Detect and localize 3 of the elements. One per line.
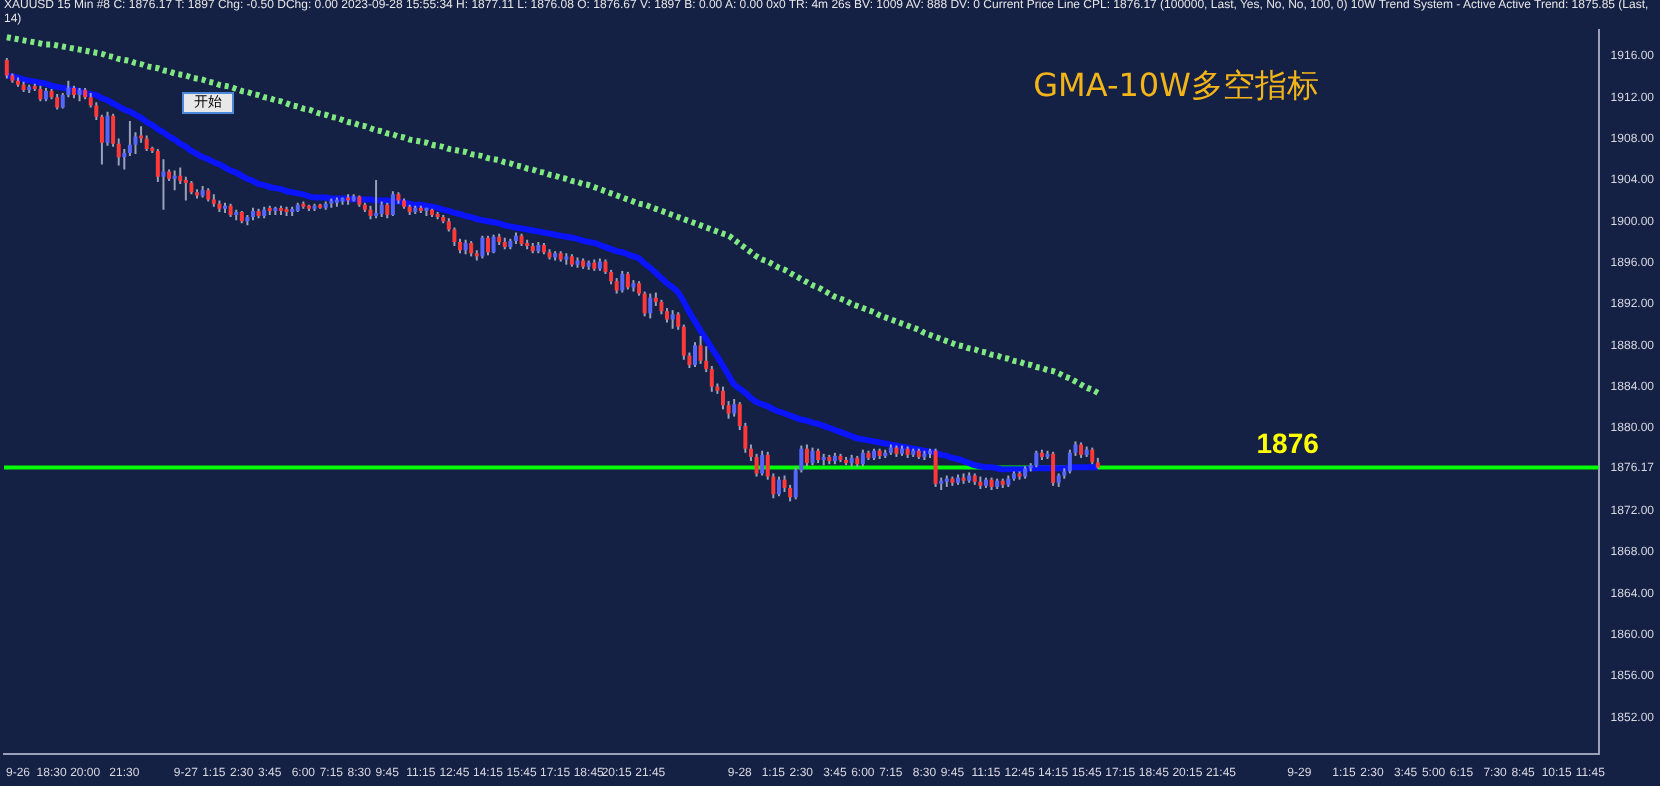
- candlestick: [374, 179, 379, 219]
- text: GMA-10W多空指标: [1033, 66, 1319, 105]
- ref-line-label: 1876: [1256, 427, 1320, 460]
